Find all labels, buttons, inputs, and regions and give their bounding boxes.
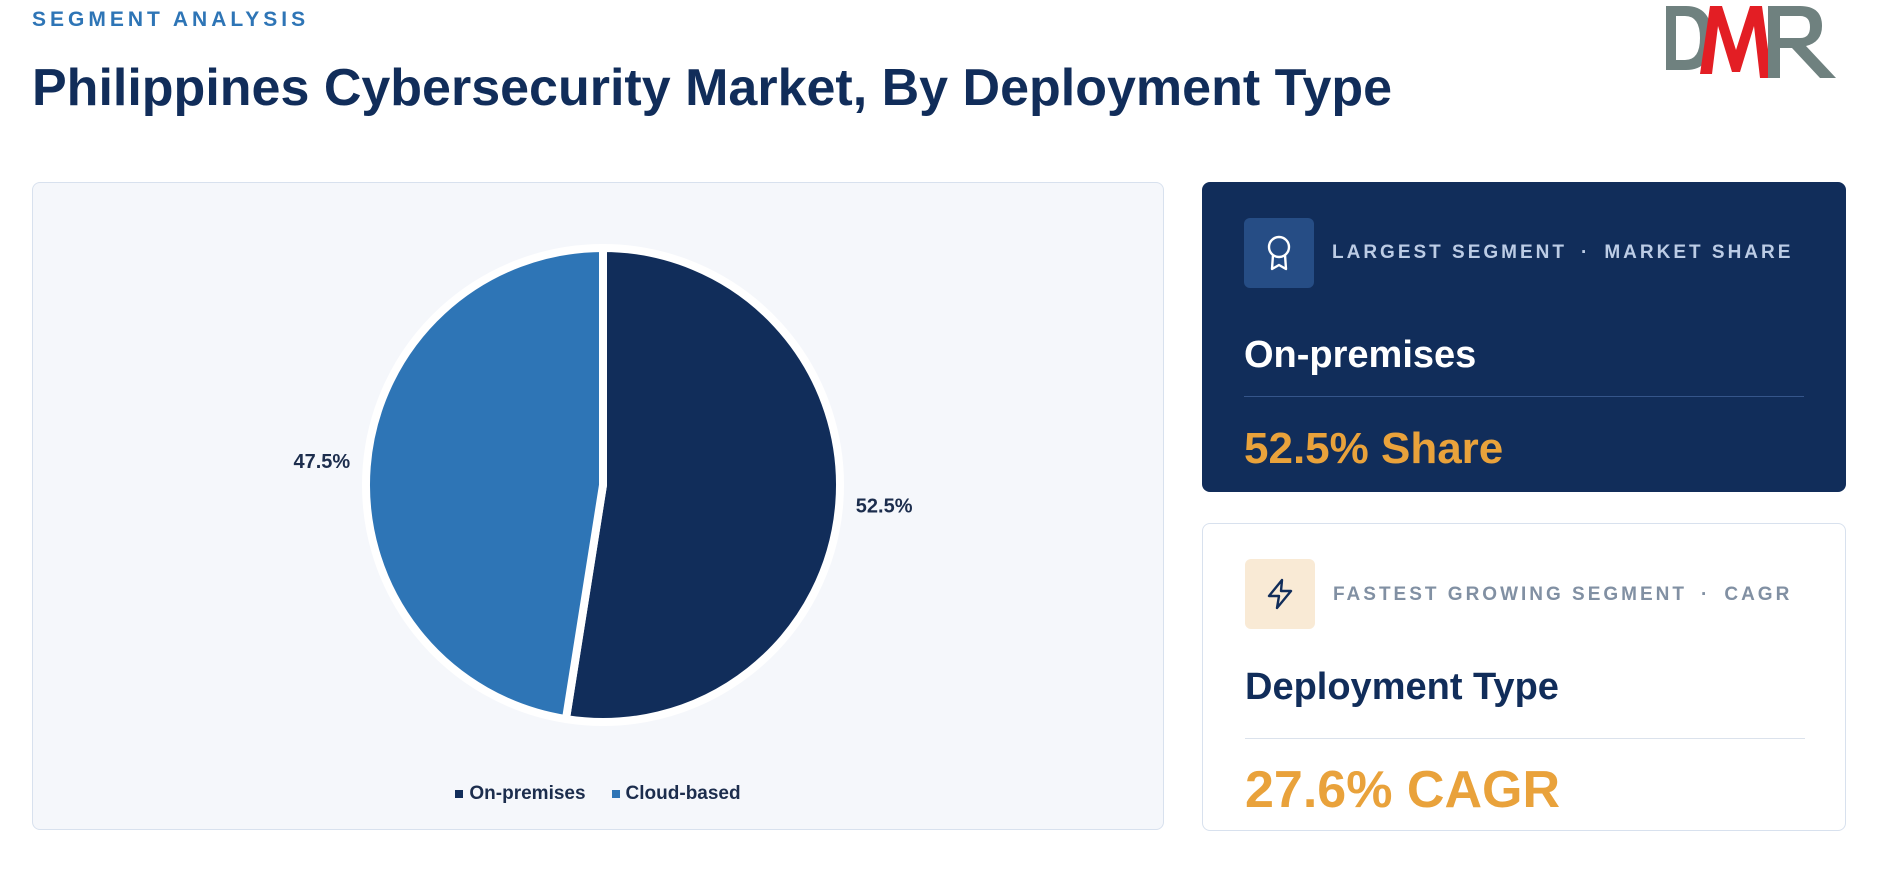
pie-chart: 52.5% 47.5% (294, 244, 913, 726)
legend-item-on-premises: On-premises (455, 783, 586, 805)
legend-label-on-premises: On-premises (469, 783, 586, 804)
card-divider (1245, 738, 1805, 739)
data-label-on-premises: 52.5% (856, 495, 913, 517)
largest-segment-value: 52.5% Share (1244, 424, 1504, 473)
chart-legend: On-premises Cloud-based (33, 783, 1163, 805)
legend-label-cloud-based: Cloud-based (625, 783, 741, 804)
award-icon (1244, 218, 1314, 288)
largest-label-primary: LARGEST SEGMENT (1332, 242, 1568, 263)
dmr-logo (1666, 6, 1836, 78)
pie-slice-on-premises (561, 244, 844, 726)
data-label-cloud-based: 47.5% (294, 451, 351, 473)
pie-chart-card: 52.5% 47.5% On-premises Cloud-based (32, 182, 1164, 830)
legend-swatch-cloud-based (611, 790, 620, 798)
page-title: Philippines Cybersecurity Market, By Dep… (32, 59, 1393, 117)
fastest-growing-card: FASTEST GROWING SEGMENT · CAGR Deployment … (1202, 523, 1846, 831)
fastest-label-secondary: CAGR (1724, 584, 1793, 605)
card-divider (1244, 396, 1804, 397)
largest-label-secondary: MARKET SHARE (1604, 242, 1794, 263)
section-eyebrow: SEGMENT ANALYSIS (32, 8, 310, 31)
largest-segment-name: On-premises (1244, 334, 1477, 376)
largest-segment-label: LARGEST SEGMENT · MARKET SHARE (1332, 242, 1793, 264)
largest-segment-card: LARGEST SEGMENT · MARKET SHARE On-premises… (1202, 182, 1846, 492)
legend-item-cloud-based: Cloud-based (611, 783, 741, 805)
fastest-label-primary: FASTEST GROWING SEGMENT (1333, 584, 1688, 605)
fastest-growing-label: FASTEST GROWING SEGMENT · CAGR (1333, 584, 1792, 606)
legend-swatch-on-premises (455, 790, 464, 798)
lightning-icon (1245, 559, 1315, 629)
fastest-growing-name: Deployment Type (1245, 666, 1559, 708)
label-separator: · (1701, 584, 1711, 605)
fastest-growing-value: 27.6% CAGR (1245, 761, 1560, 819)
pie-slice-cloud-based (362, 244, 607, 724)
label-separator: · (1581, 242, 1591, 263)
